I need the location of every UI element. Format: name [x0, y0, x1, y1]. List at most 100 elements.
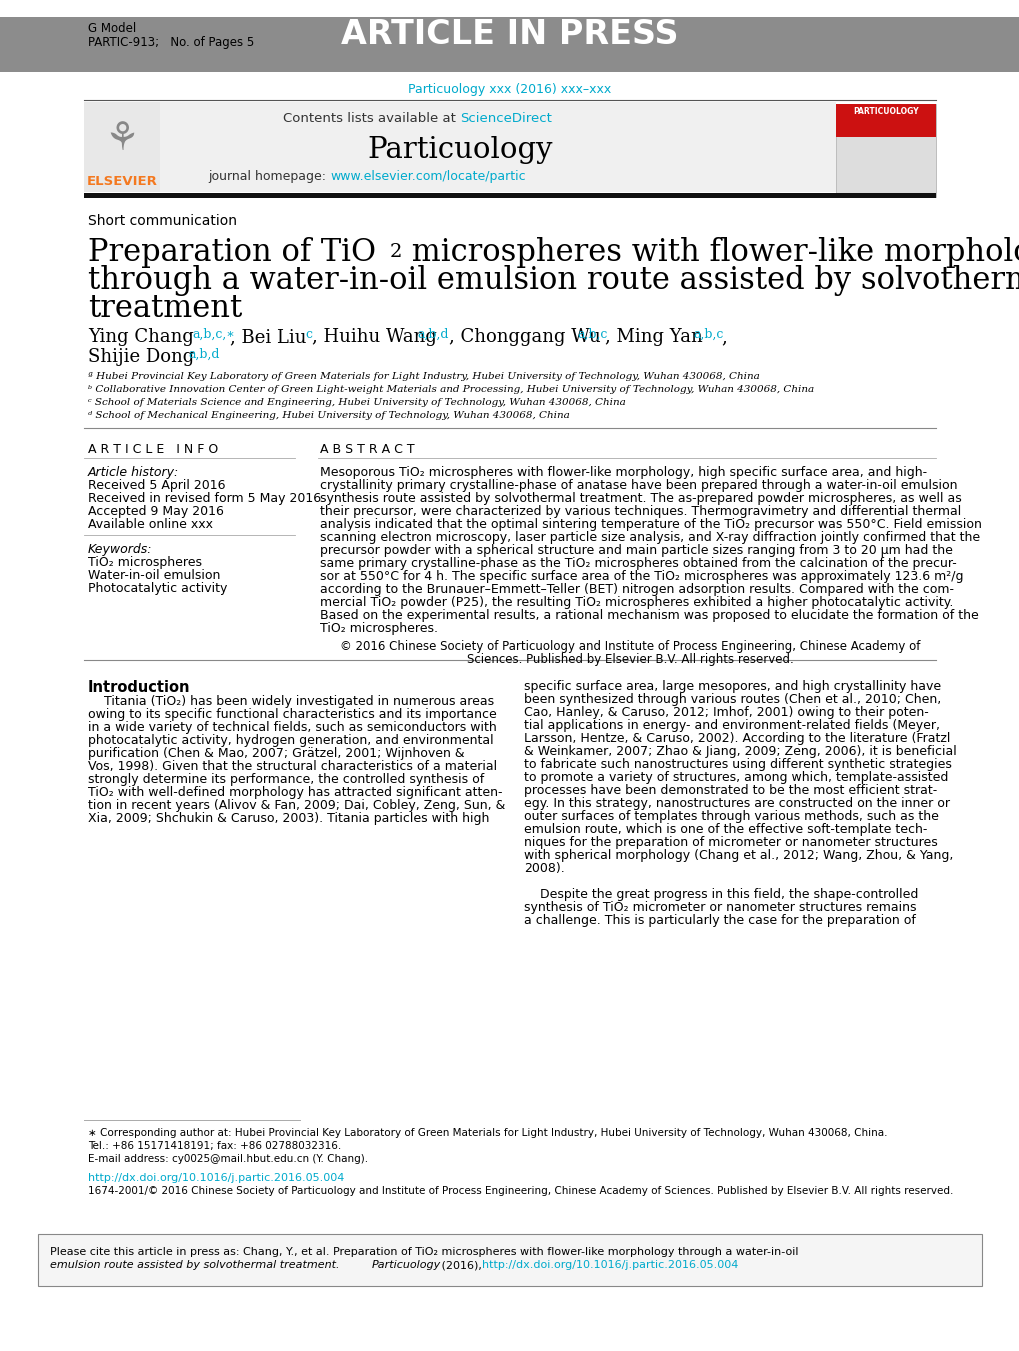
- Text: TiO₂ microspheres.: TiO₂ microspheres.: [320, 621, 437, 635]
- Text: synthesis of TiO₂ micrometer or nanometer structures remains: synthesis of TiO₂ micrometer or nanomete…: [524, 901, 916, 915]
- Text: emulsion route, which is one of the effective soft-template tech-: emulsion route, which is one of the effe…: [524, 823, 926, 836]
- Text: photocatalytic activity, hydrogen generation, and environmental: photocatalytic activity, hydrogen genera…: [88, 734, 493, 747]
- Text: , Bei Liu: , Bei Liu: [229, 328, 306, 346]
- Text: Vos, 1998). Given that the structural characteristics of a material: Vos, 1998). Given that the structural ch…: [88, 761, 496, 773]
- Text: purification (Chen & Mao, 2007; Grätzel, 2001; Wijnhoven &: purification (Chen & Mao, 2007; Grätzel,…: [88, 747, 465, 761]
- Text: ⚘: ⚘: [105, 120, 140, 158]
- Text: Particuology: Particuology: [367, 136, 552, 163]
- Text: ᵇ Collaborative Innovation Center of Green Light-weight Materials and Processing: ᵇ Collaborative Innovation Center of Gre…: [88, 385, 813, 394]
- Text: synthesis route assisted by solvothermal treatment. The as-prepared powder micro: synthesis route assisted by solvothermal…: [320, 492, 961, 505]
- Text: microspheres with flower-like morphology: microspheres with flower-like morphology: [401, 236, 1019, 267]
- Text: www.elsevier.com/locate/partic: www.elsevier.com/locate/partic: [330, 170, 525, 182]
- Text: Please cite this article in press as: Chang, Y., et al. Preparation of TiO₂ micr: Please cite this article in press as: Ch…: [50, 1247, 798, 1256]
- Bar: [836, 104, 935, 197]
- Text: a,b,c: a,b,c: [692, 328, 722, 340]
- Text: a,b,c: a,b,c: [577, 328, 606, 340]
- Text: tion in recent years (Alivov & Fan, 2009; Dai, Cobley, Zeng, Sun, &: tion in recent years (Alivov & Fan, 2009…: [88, 798, 504, 812]
- Text: ScienceDirect: ScienceDirect: [460, 112, 551, 126]
- Text: a,b,c,∗: a,b,c,∗: [192, 328, 234, 340]
- Text: , Chonggang Wu: , Chonggang Wu: [448, 328, 600, 346]
- Text: same primary crystalline-phase as the TiO₂ microspheres obtained from the calcin: same primary crystalline-phase as the Ti…: [320, 557, 956, 570]
- Text: 2: 2: [389, 243, 401, 261]
- Text: Keywords:: Keywords:: [88, 543, 153, 557]
- Text: Introduction: Introduction: [88, 680, 191, 694]
- Text: Received in revised form 5 May 2016: Received in revised form 5 May 2016: [88, 492, 321, 505]
- Text: http://dx.doi.org/10.1016/j.partic.2016.05.004: http://dx.doi.org/10.1016/j.partic.2016.…: [482, 1260, 738, 1270]
- Text: been synthesized through various routes (Chen et al., 2010; Chen,: been synthesized through various routes …: [524, 693, 941, 707]
- Text: crystallinity primary crystalline-phase of anatase have been prepared through a : crystallinity primary crystalline-phase …: [320, 480, 957, 492]
- Bar: [0, 18, 1019, 72]
- Text: PARTIC-913;   No. of Pages 5: PARTIC-913; No. of Pages 5: [88, 36, 254, 49]
- Text: http://dx.doi.org/10.1016/j.partic.2016.05.004: http://dx.doi.org/10.1016/j.partic.2016.…: [88, 1173, 344, 1183]
- Text: a challenge. This is particularly the case for the preparation of: a challenge. This is particularly the ca…: [524, 915, 915, 927]
- Text: with spherical morphology (Chang et al., 2012; Wang, Zhou, & Yang,: with spherical morphology (Chang et al.,…: [524, 848, 953, 862]
- Text: ᵈ School of Mechanical Engineering, Hubei University of Technology, Wuhan 430068: ᵈ School of Mechanical Engineering, Hube…: [88, 411, 570, 420]
- Text: outer surfaces of templates through various methods, such as the: outer surfaces of templates through vari…: [524, 811, 937, 823]
- Text: tial applications in energy- and environment-related fields (Meyer,: tial applications in energy- and environ…: [524, 719, 940, 732]
- Text: A B S T R A C T: A B S T R A C T: [320, 443, 414, 457]
- Bar: [84, 101, 160, 192]
- Text: Tel.: +86 15171418191; fax: +86 02788032316.: Tel.: +86 15171418191; fax: +86 02788032…: [88, 1142, 341, 1151]
- Text: © 2016 Chinese Society of Particuology and Institute of Process Engineering, Chi: © 2016 Chinese Society of Particuology a…: [339, 640, 919, 653]
- Text: , Huihu Wang: , Huihu Wang: [312, 328, 436, 346]
- Text: 2008).: 2008).: [524, 862, 565, 875]
- Text: Xia, 2009; Shchukin & Caruso, 2003). Titania particles with high: Xia, 2009; Shchukin & Caruso, 2003). Tit…: [88, 812, 489, 825]
- Text: Titania (TiO₂) has been widely investigated in numerous areas: Titania (TiO₂) has been widely investiga…: [88, 694, 493, 708]
- Text: journal homepage:: journal homepage:: [208, 170, 330, 182]
- Text: precursor powder with a spherical structure and main particle sizes ranging from: precursor powder with a spherical struct…: [320, 544, 952, 557]
- Text: Mesoporous TiO₂ microspheres with flower-like morphology, high specific surface : Mesoporous TiO₂ microspheres with flower…: [320, 466, 926, 480]
- Text: Sciences. Published by Elsevier B.V. All rights reserved.: Sciences. Published by Elsevier B.V. All…: [466, 653, 793, 666]
- Text: G Model: G Model: [88, 22, 137, 35]
- Text: 1674-2001/© 2016 Chinese Society of Particuology and Institute of Process Engine: 1674-2001/© 2016 Chinese Society of Part…: [88, 1186, 953, 1196]
- Text: a,b,d: a,b,d: [417, 328, 448, 340]
- Text: Short communication: Short communication: [88, 213, 236, 228]
- Text: ∗ Corresponding author at: Hubei Provincial Key Laboratory of Green Materials fo: ∗ Corresponding author at: Hubei Provinc…: [88, 1128, 887, 1138]
- Text: niques for the preparation of micrometer or nanometer structures: niques for the preparation of micrometer…: [524, 836, 936, 848]
- Text: , Ming Yan: , Ming Yan: [604, 328, 702, 346]
- Text: to fabricate such nanostructures using different synthetic strategies: to fabricate such nanostructures using d…: [524, 758, 951, 771]
- Text: through a water-in-oil emulsion route assisted by solvothermal: through a water-in-oil emulsion route as…: [88, 265, 1019, 296]
- Text: Article history:: Article history:: [88, 466, 179, 480]
- Text: A R T I C L E   I N F O: A R T I C L E I N F O: [88, 443, 218, 457]
- Text: Cao, Hanley, & Caruso, 2012; Imhof, 2001) owing to their poten-: Cao, Hanley, & Caruso, 2012; Imhof, 2001…: [524, 707, 928, 719]
- Text: in a wide variety of technical fields, such as semiconductors with: in a wide variety of technical fields, s…: [88, 721, 496, 734]
- Text: Preparation of TiO: Preparation of TiO: [88, 236, 376, 267]
- Text: c: c: [305, 328, 312, 340]
- Text: processes have been demonstrated to be the most efficient strat-: processes have been demonstrated to be t…: [524, 784, 936, 797]
- Bar: [84, 193, 935, 199]
- Text: ª Hubei Provincial Key Laboratory of Green Materials for Light Industry, Hubei U: ª Hubei Provincial Key Laboratory of Gre…: [88, 372, 759, 381]
- Text: TiO₂ microspheres: TiO₂ microspheres: [88, 557, 202, 569]
- Text: emulsion route assisted by solvothermal treatment.: emulsion route assisted by solvothermal …: [50, 1260, 342, 1270]
- Text: Water-in-oil emulsion: Water-in-oil emulsion: [88, 569, 220, 582]
- Text: treatment: treatment: [88, 293, 243, 324]
- Text: scanning electron microscopy, laser particle size analysis, and X-ray diffractio: scanning electron microscopy, laser part…: [320, 531, 979, 544]
- Text: Accepted 9 May 2016: Accepted 9 May 2016: [88, 505, 223, 517]
- Text: egy. In this strategy, nanostructures are constructed on the inner or: egy. In this strategy, nanostructures ar…: [524, 797, 949, 811]
- Text: analysis indicated that the optimal sintering temperature of the TiO₂ precursor : analysis indicated that the optimal sint…: [320, 517, 981, 531]
- Text: Despite the great progress in this field, the shape-controlled: Despite the great progress in this field…: [524, 888, 917, 901]
- Text: specific surface area, large mesopores, and high crystallinity have: specific surface area, large mesopores, …: [524, 680, 941, 693]
- Text: Particuology: Particuology: [372, 1260, 441, 1270]
- Text: Received 5 April 2016: Received 5 April 2016: [88, 480, 225, 492]
- Text: ELSEVIER: ELSEVIER: [87, 176, 157, 188]
- Bar: [38, 1233, 981, 1286]
- Text: Ying Chang: Ying Chang: [88, 328, 194, 346]
- Text: Contents lists available at: Contents lists available at: [282, 112, 460, 126]
- Text: according to the Brunauer–Emmett–Teller (BET) nitrogen adsorption results. Compa: according to the Brunauer–Emmett–Teller …: [320, 584, 953, 596]
- Text: to promote a variety of structures, among which, template-assisted: to promote a variety of structures, amon…: [524, 771, 948, 784]
- Text: ᶜ School of Materials Science and Engineering, Hubei University of Technology, W: ᶜ School of Materials Science and Engine…: [88, 399, 625, 407]
- Text: TiO₂ with well-defined morphology has attracted significant atten-: TiO₂ with well-defined morphology has at…: [88, 786, 502, 798]
- Text: owing to its specific functional characteristics and its importance: owing to its specific functional charact…: [88, 708, 496, 721]
- Text: Photocatalytic activity: Photocatalytic activity: [88, 582, 227, 594]
- Text: Larsson, Hentze, & Caruso, 2002). According to the literature (Fratzl: Larsson, Hentze, & Caruso, 2002). Accord…: [524, 732, 950, 744]
- Text: a,b,d: a,b,d: [187, 349, 219, 361]
- Text: (2016),: (2016),: [437, 1260, 485, 1270]
- Text: sor at 550°C for 4 h. The specific surface area of the TiO₂ microspheres was app: sor at 550°C for 4 h. The specific surfa…: [320, 570, 963, 584]
- Text: Particuology xxx (2016) xxx–xxx: Particuology xxx (2016) xxx–xxx: [408, 82, 611, 96]
- Text: ,: ,: [720, 328, 726, 346]
- Text: Based on the experimental results, a rational mechanism was proposed to elucidat: Based on the experimental results, a rat…: [320, 609, 978, 621]
- Text: Shijie Dong: Shijie Dong: [88, 349, 194, 366]
- Text: mercial TiO₂ powder (P25), the resulting TiO₂ microspheres exhibited a higher ph: mercial TiO₂ powder (P25), the resulting…: [320, 596, 953, 609]
- Text: PARTICUOLOGY: PARTICUOLOGY: [852, 107, 918, 116]
- Bar: [84, 101, 836, 192]
